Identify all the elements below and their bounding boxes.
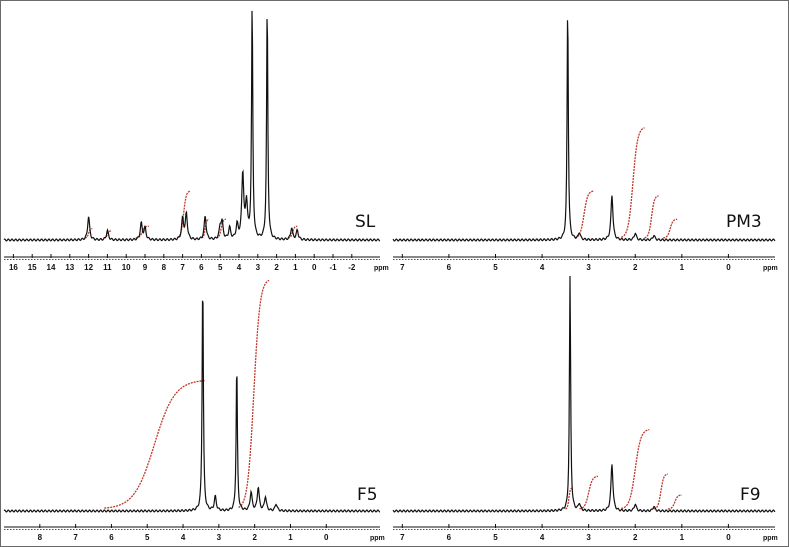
x-tick-label: 9 xyxy=(143,263,148,272)
x-tick-label: 0 xyxy=(726,533,731,542)
x-tick-label: 4 xyxy=(237,263,242,272)
pm3-tick-labels: 7 6 5 4 3 2 1 0 xyxy=(400,263,731,272)
x-tick-label: 3 xyxy=(217,533,222,542)
f5-tick-marks xyxy=(39,524,327,528)
x-tick-label: 7 xyxy=(73,533,78,542)
pm3-x-unit-label: ppm xyxy=(763,265,778,272)
x-tick-label: 1 xyxy=(680,533,685,542)
x-tick-label: 10 xyxy=(122,263,131,272)
x-tick-label: 6 xyxy=(199,263,204,272)
pm3-tick-marks xyxy=(401,254,729,258)
pm3-panel-label: PM3 xyxy=(726,212,762,232)
integral-curve xyxy=(238,279,270,509)
x-tick-label: 4 xyxy=(540,533,545,542)
x-tick-label: 6 xyxy=(447,263,452,272)
x-tick-label: 1 xyxy=(288,533,293,542)
f5-panel-label: F5 xyxy=(357,485,378,505)
integral-curve xyxy=(644,195,659,239)
x-tick-label: 3 xyxy=(586,533,591,542)
pm3-integral-curves xyxy=(574,127,678,239)
x-tick-label: 5 xyxy=(145,533,150,542)
x-tick-label: 0 xyxy=(324,533,329,542)
x-tick-label: 6 xyxy=(447,533,452,542)
panel-sl: 16 15 14 13 12 11 10 9 8 7 6 5 4 3 2 1 0 -1 -2 ppm SL xyxy=(3,10,389,272)
x-tick-label: 8 xyxy=(38,533,43,542)
integral-curve xyxy=(104,379,205,509)
x-tick-label: 7 xyxy=(180,263,185,272)
x-tick-label: 6 xyxy=(109,533,114,542)
x-tick-label: 4 xyxy=(181,533,186,542)
f9-tick-marks xyxy=(401,524,729,528)
x-tick-label: 0 xyxy=(726,263,731,272)
x-tick-label: 7 xyxy=(400,263,405,272)
x-tick-label: 5 xyxy=(218,263,223,272)
integral-curve xyxy=(621,428,650,510)
f5-tick-labels: 8 7 6 5 4 3 2 1 0 xyxy=(38,533,329,542)
f9-x-unit-label: ppm xyxy=(763,535,778,542)
x-tick-label: 14 xyxy=(47,263,56,272)
x-tick-label: 7 xyxy=(400,533,405,542)
x-tick-label: 16 xyxy=(9,263,18,272)
x-tick-label: 0 xyxy=(312,263,317,272)
f5-integral-curves xyxy=(104,279,270,509)
x-tick-label: 11 xyxy=(103,263,112,272)
x-tick-label: 13 xyxy=(65,263,74,272)
integral-curve xyxy=(663,218,678,239)
sl-tick-marks xyxy=(12,254,353,258)
integral-curve xyxy=(176,190,191,239)
panel-pm3: 7 6 5 4 3 2 1 0 ppm PM3 xyxy=(392,20,778,272)
x-tick-label: 2 xyxy=(633,263,638,272)
f9-panel-label: F9 xyxy=(740,485,761,505)
x-tick-label: 5 xyxy=(493,263,498,272)
integral-curve xyxy=(653,473,668,510)
x-tick-label: 1 xyxy=(293,263,298,272)
sl-spectrum-line xyxy=(3,10,381,242)
panel-f9: 7 6 5 4 3 2 1 0 ppm F9 xyxy=(392,275,778,542)
x-tick-label: 4 xyxy=(540,263,545,272)
f5-spectrum-line xyxy=(3,300,381,513)
x-tick-label: 2 xyxy=(274,263,279,272)
x-tick-label: 12 xyxy=(84,263,93,272)
sl-x-unit-label: ppm xyxy=(374,265,389,272)
integral-curve xyxy=(135,225,149,239)
integral-curve xyxy=(621,127,645,238)
pm3-spectrum-line xyxy=(392,20,776,242)
integral-curve xyxy=(287,225,298,239)
f9-integral-curves xyxy=(565,428,682,510)
f5-x-unit-label: ppm xyxy=(370,535,385,542)
sl-panel-label: SL xyxy=(355,212,376,232)
integral-curve xyxy=(565,487,573,510)
x-tick-label: 3 xyxy=(586,263,591,272)
x-tick-label: -2 xyxy=(348,263,356,272)
sl-tick-labels: 16 15 14 13 12 11 10 9 8 7 6 5 4 3 2 1 0 -1 -2 xyxy=(9,263,356,272)
x-tick-label: 1 xyxy=(680,263,685,272)
x-tick-label: 5 xyxy=(493,533,498,542)
x-tick-label: 2 xyxy=(252,533,257,542)
panel-f5: 8 7 6 5 4 3 2 1 0 ppm F5 xyxy=(3,279,385,542)
x-tick-label: 2 xyxy=(633,533,638,542)
integral-curve xyxy=(574,190,594,239)
x-tick-label: 15 xyxy=(28,263,37,272)
f9-spectrum-line xyxy=(392,275,776,513)
x-tick-label: -1 xyxy=(329,263,337,272)
x-tick-label: 8 xyxy=(162,263,167,272)
f9-tick-labels: 7 6 5 4 3 2 1 0 xyxy=(400,533,731,542)
x-tick-label: 3 xyxy=(256,263,261,272)
integral-curve xyxy=(579,475,599,510)
integral-curve xyxy=(84,227,93,239)
integral-curve xyxy=(667,494,682,510)
